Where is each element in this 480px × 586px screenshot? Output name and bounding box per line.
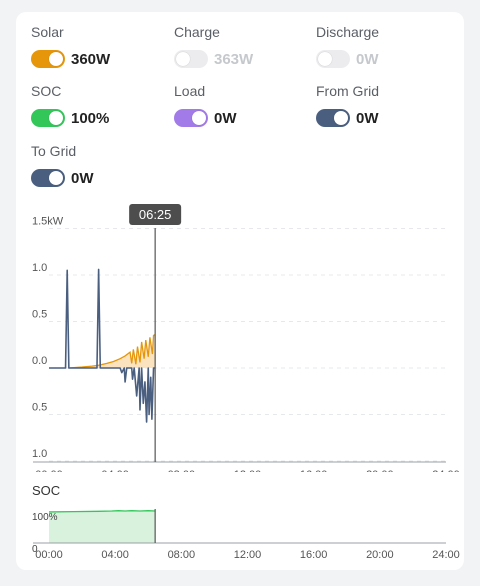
time-tooltip [129, 204, 182, 225]
y-tick-label: 0.0 [32, 355, 47, 367]
metric-charge: Charge 363W [174, 24, 253, 68]
discharge-toggle[interactable] [316, 50, 350, 68]
toggle-knob [49, 171, 63, 185]
soc-x-tick-label: 12:00 [234, 549, 262, 561]
metric-from-grid: From Grid 0W [316, 83, 379, 127]
x-tick-label: 16:00 [300, 469, 328, 472]
charge-toggle[interactable] [174, 50, 208, 68]
metric-row: 0W [174, 109, 237, 127]
metric-row: 360W [31, 50, 110, 68]
metric-discharge: Discharge 0W [316, 24, 379, 68]
x-tick-label: 00:00 [35, 469, 63, 472]
grid-power-line [49, 268, 156, 423]
metric-label: To Grid [31, 143, 77, 159]
y-tick-label: 0.5 [32, 402, 47, 414]
soc-area [49, 510, 156, 543]
soc-x-tick-label: 00:00 [35, 549, 63, 561]
metric-row: 0W [316, 50, 379, 68]
time-tooltip-label: 06:25 [139, 207, 172, 222]
solar-toggle[interactable] [31, 50, 65, 68]
solar-area [68, 334, 156, 368]
metric-solar: Solar 360W [31, 24, 110, 68]
metric-load: Load 0W [174, 83, 237, 127]
metric-row: 0W [316, 109, 379, 127]
metric-value: 0W [214, 109, 237, 127]
metric-label: Load [174, 83, 206, 99]
x-tick-label: 20:00 [366, 469, 394, 472]
metric-value: 363W [214, 50, 254, 68]
x-tick-label: 12:00 [234, 469, 262, 472]
from-grid-toggle[interactable] [316, 109, 350, 127]
x-tick-label: 24:00 [432, 469, 460, 472]
solar-line [68, 333, 156, 369]
metric-value: 100% [71, 109, 110, 127]
metric-label: Discharge [316, 24, 380, 40]
soc-x-tick-label: 20:00 [366, 549, 394, 561]
metric-label: Solar [31, 24, 64, 40]
power-chart: 1.5kW 1.0 0.5 0.0 0.5 1.0 00:00 04:00 08:00 12:00… [32, 204, 460, 472]
soc-x-tick-label: 08:00 [168, 549, 196, 561]
y-tick-label: 0.5 [32, 309, 47, 321]
to-grid-toggle[interactable] [31, 169, 65, 187]
soc-y-tick-label: 0 [32, 544, 38, 555]
metric-to-grid: To Grid 0W [31, 143, 94, 187]
metric-row: 0W [31, 169, 94, 187]
metric-row: 100% [31, 109, 109, 127]
soc-x-tick-label: 24:00 [432, 549, 460, 561]
toggle-knob [49, 111, 63, 125]
load-toggle[interactable] [174, 109, 208, 127]
y-tick-label: 1.0 [32, 448, 47, 460]
x-tick-label: 08:00 [168, 469, 196, 472]
toggle-knob [318, 52, 332, 66]
metric-value: 0W [356, 109, 379, 127]
toggle-knob [49, 52, 63, 66]
metric-label: SOC [31, 83, 62, 99]
metric-row: 363W [174, 50, 253, 68]
soc-y-tick-label: 100% [32, 512, 58, 523]
y-tick-label: 1.0 [32, 262, 47, 274]
x-tick-label: 04:00 [101, 469, 129, 472]
soc-line [48, 510, 156, 513]
soc-toggle[interactable] [31, 109, 65, 127]
energy-card: Solar 360W Charge 363W Discharge 0W SOC 100% Loa… [16, 12, 464, 570]
soc-chart: SOC 100% 000:00 04:00 08:00 12:00 16:00 20:00 24… [32, 483, 460, 561]
soc-x-tick-label: 04:00 [101, 549, 129, 561]
y-tick-label: 1.5kW [32, 216, 64, 228]
soc-chart-title: SOC [32, 483, 60, 498]
metric-value: 0W [356, 50, 379, 68]
toggle-knob [192, 111, 206, 125]
metric-label: Charge [174, 24, 220, 40]
toggle-knob [334, 111, 348, 125]
metric-soc: SOC 100% [31, 83, 109, 127]
soc-x-tick-label: 16:00 [300, 549, 328, 561]
toggle-knob [176, 52, 190, 66]
metric-value: 0W [71, 169, 94, 187]
metric-value: 360W [71, 50, 111, 68]
metric-label: From Grid [316, 83, 379, 99]
